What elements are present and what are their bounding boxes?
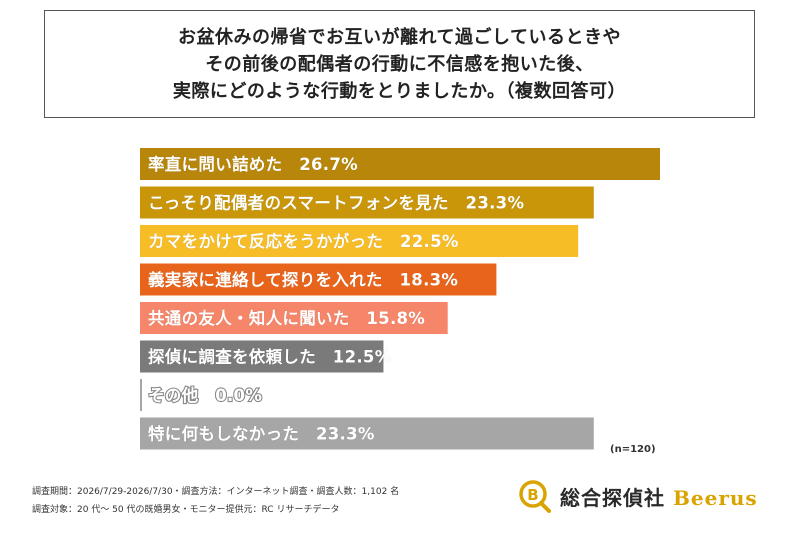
bar-label: 探偵に調査を依頼した 12.5% [148, 347, 392, 367]
logo-text-en: Beerus [672, 485, 758, 510]
bar-group: その他 0.0% [140, 379, 263, 411]
title-line-1: お盆休みの帰省でお互いが離れて過ごしているときや [178, 26, 621, 48]
title-line-2: その前後の配偶者の行動に不信感を抱いた後、 [205, 53, 594, 75]
bar-label: 共通の友人・知人に聞いた 15.8% [148, 308, 425, 328]
bar-group: 共通の友人・知人に聞いた 15.8% [140, 302, 448, 334]
title-line-3: 実際にどのような行動をとりましたか。（複数回答可） [172, 80, 627, 102]
bar [140, 186, 594, 219]
bar-group: 義実家に連絡して探りを入れた 18.3% [140, 263, 497, 296]
company-logo: B 総合探偵社 Beerus [516, 478, 758, 514]
footer-survey-target: 調査対象：20 代～ 50 代の既婚男女・モニター提供元：RC リサーチデータ [32, 505, 340, 515]
bar-label: 義実家に連絡して探りを入れた 18.3% [148, 270, 458, 290]
bar-label: 率直に問い詰めた 26.7% [148, 154, 358, 174]
bar-group: カマをかけて反応をうかがった 22.5% [140, 225, 579, 257]
bar [140, 263, 497, 296]
bar-label: カマをかけて反応をうかがった 22.5% [148, 231, 459, 251]
bar-group: 特に何もしなかった 23.3% [140, 417, 594, 450]
svg-text:B: B [527, 486, 538, 504]
sample-size-label: (n=120) [610, 444, 656, 455]
bar-label: 特に何もしなかった 23.3% [148, 424, 375, 444]
bar [140, 148, 660, 180]
magnifier-logo-icon: B [519, 480, 551, 513]
bar-label: その他 0.0% [148, 385, 262, 405]
bar [140, 302, 448, 334]
bar-group: 率直に問い詰めた 26.7% [140, 148, 660, 180]
bar-group: こっそり配偶者のスマートフォンを見た 23.3% [140, 186, 594, 219]
logo-text-ja: 総合探偵社 [560, 485, 665, 510]
bar [140, 225, 579, 257]
bar [140, 417, 594, 450]
logo-wordmark: 総合探偵社 Beerus [560, 482, 758, 511]
chart-title-box: お盆休みの帰省でお互いが離れて過ごしているときや その前後の配偶者の行動に不信感… [44, 10, 755, 118]
bar [140, 340, 384, 373]
bar [140, 379, 142, 411]
footer-survey-period: 調査期間：2026/7/29-2026/7/30・調査方法：インターネット調査・… [32, 487, 400, 497]
bar-group: 探偵に調査を依頼した 12.5% [140, 340, 392, 373]
bar-label: こっそり配偶者のスマートフォンを見た 23.3% [148, 193, 524, 213]
